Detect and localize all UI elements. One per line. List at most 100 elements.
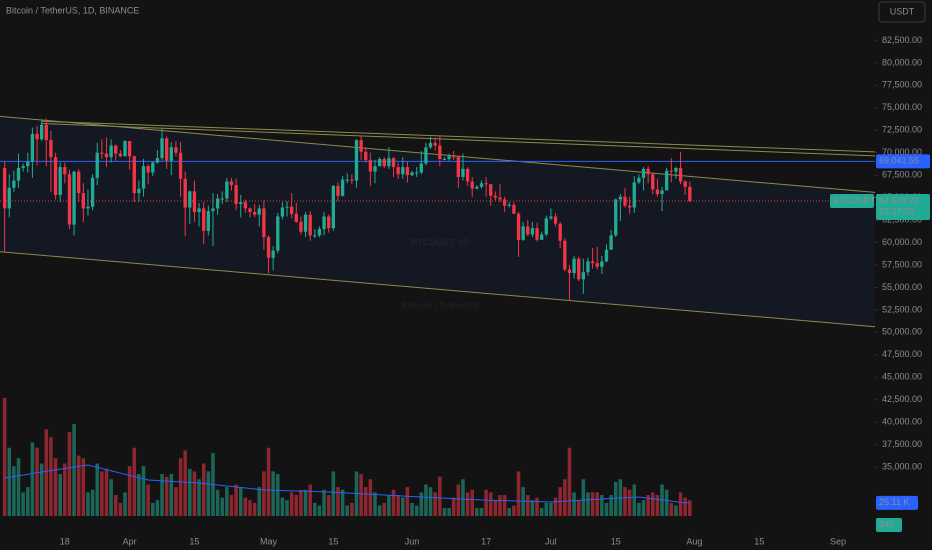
candle-body — [475, 186, 479, 189]
candle-body — [276, 216, 280, 251]
volume-bar — [512, 505, 516, 516]
volume-bar — [95, 463, 99, 516]
candle-body — [632, 182, 636, 208]
candle-body — [540, 234, 544, 240]
volume-bar — [313, 502, 317, 516]
candle-body — [178, 152, 183, 179]
candle-body — [202, 208, 206, 231]
last-price-label: 64,629.22 — [879, 195, 919, 205]
volume-bar — [197, 479, 201, 516]
volume-bar — [72, 424, 76, 516]
volume-bar — [35, 447, 39, 516]
volume-bar — [326, 495, 331, 516]
candle-body — [396, 167, 400, 175]
y-tick-label: 75,000.00 — [882, 102, 922, 112]
candle-body — [618, 196, 623, 200]
candle-body — [243, 202, 248, 209]
candle-body — [516, 213, 521, 240]
candle-body — [655, 189, 660, 195]
candle-body — [21, 166, 25, 168]
plot-area — [0, 115, 875, 516]
x-tick-label: 18 — [60, 536, 70, 546]
candle-body — [127, 141, 132, 157]
volume-bar — [396, 495, 400, 516]
volume-bar — [655, 495, 660, 516]
volume-bar — [544, 502, 549, 516]
volume-bar — [49, 437, 53, 516]
volume-bar — [539, 508, 544, 516]
candle-body — [290, 206, 294, 214]
volume-bar — [516, 471, 521, 516]
candle-body — [438, 145, 442, 159]
volume-bar — [604, 502, 609, 516]
last-price-badge-bg — [876, 193, 930, 220]
candle-body — [114, 145, 118, 154]
candle-body — [197, 208, 201, 212]
candle-body — [67, 174, 72, 225]
candle-body — [90, 177, 95, 207]
candle-body — [382, 159, 386, 167]
candle-body — [428, 142, 433, 148]
y-tick-label: 60,000.00 — [882, 237, 922, 247]
volume-bar — [123, 492, 127, 516]
candle-body — [646, 168, 650, 175]
watermark-symbol: BTCUSDT, 1D — [411, 237, 470, 247]
y-tick-label: 82,500.00 — [882, 35, 922, 45]
volume-bar — [627, 489, 632, 516]
candle-body — [377, 159, 382, 167]
volume-bar — [405, 487, 410, 516]
volume-bar — [641, 500, 646, 516]
volume-bar — [262, 471, 266, 516]
candle-body — [521, 226, 525, 240]
volume-bar — [447, 508, 451, 516]
x-tick-label: Apr — [123, 536, 137, 546]
candle-body — [174, 147, 178, 153]
volume-bar — [76, 455, 81, 516]
candle-body — [641, 168, 646, 178]
candle-body — [53, 157, 58, 195]
volume-bar — [132, 447, 137, 516]
currency-button[interactable] — [878, 1, 926, 23]
volume-bar — [174, 487, 178, 516]
candle-body — [206, 211, 210, 231]
currency-label[interactable]: USDT — [890, 6, 915, 16]
volume-bar — [67, 432, 72, 516]
volume-bar — [229, 495, 234, 516]
volume-bar — [39, 463, 44, 516]
volume-bar — [410, 502, 414, 516]
volume-bar — [248, 500, 252, 516]
x-tick-label: Sep — [830, 536, 846, 546]
volume-bar — [461, 479, 465, 516]
candle-body — [331, 185, 335, 229]
candle-body — [215, 198, 220, 209]
candle-body — [512, 204, 516, 214]
x-tick-label: 15 — [189, 536, 199, 546]
channel-fill — [0, 116, 875, 327]
candle-body — [387, 158, 391, 167]
candle-body — [535, 228, 539, 240]
candle-body — [95, 152, 99, 178]
candle-body — [303, 214, 308, 232]
volume-bar — [414, 505, 419, 516]
candle-body — [544, 218, 548, 235]
candle-body — [637, 177, 641, 183]
candle-body — [100, 152, 104, 154]
volume-bar — [225, 487, 229, 516]
candle-body — [234, 185, 238, 204]
candle-body — [595, 263, 599, 267]
candle-body — [183, 178, 187, 208]
candle-body — [239, 202, 243, 204]
volume-bar — [104, 468, 109, 516]
volume-bar — [553, 497, 558, 516]
volume-bar — [674, 505, 678, 516]
volume-bar — [502, 495, 507, 516]
volume-bar — [280, 497, 285, 516]
volume-bar — [688, 500, 692, 516]
volume-bar — [81, 458, 86, 516]
volume-bar — [30, 442, 35, 516]
candle-body — [7, 187, 11, 209]
candle-body — [313, 235, 317, 237]
volume-bar — [470, 489, 474, 516]
x-tick-label: 15 — [328, 536, 338, 546]
volume-bar — [424, 484, 428, 516]
